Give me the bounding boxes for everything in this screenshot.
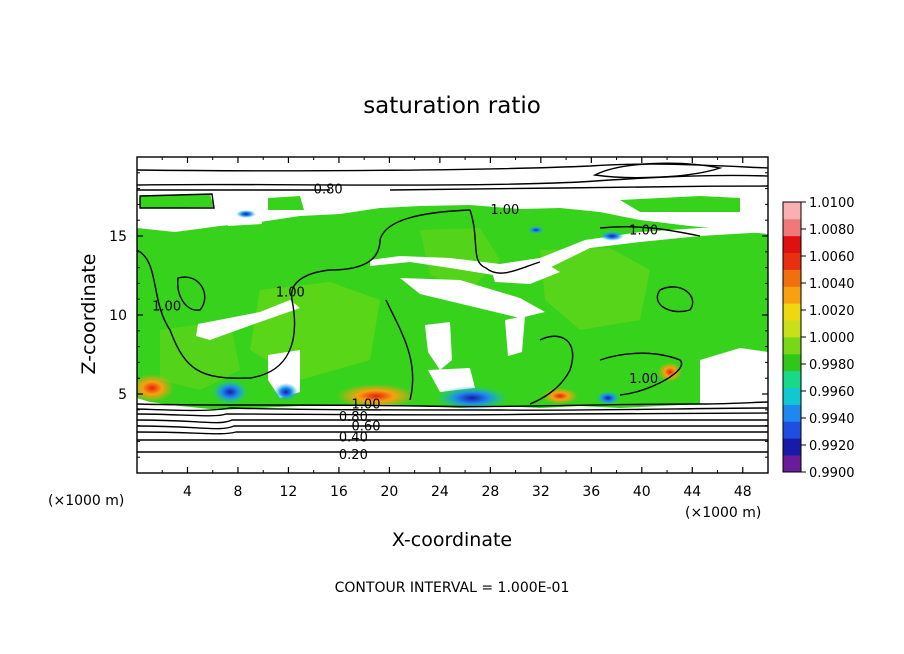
colorbar-tick-label: 0.9920 xyxy=(809,439,855,454)
contour-label: 1.00 xyxy=(629,372,658,387)
x-tick-label: 48 xyxy=(734,484,752,500)
colorbar-swatch xyxy=(783,235,801,254)
x-tick-label: 24 xyxy=(431,484,449,500)
x-tick-label: 12 xyxy=(280,484,298,500)
contour-label: 0.60 xyxy=(352,420,381,435)
colorbar-swatch xyxy=(783,370,801,389)
colorbar-swatch xyxy=(783,303,801,321)
plot-area xyxy=(137,157,768,473)
colorbar-swatch xyxy=(783,387,801,405)
colorbar-tick-label: 1.0080 xyxy=(809,223,855,238)
contour-line xyxy=(529,335,574,405)
x-tick-label: 20 xyxy=(380,484,398,500)
contour-line xyxy=(599,226,701,237)
chart-title: saturation ratio xyxy=(363,93,541,119)
colorbar-tick-label: 0.9900 xyxy=(809,466,855,481)
x-tick-label: 28 xyxy=(481,484,499,500)
y-tick-label: 15 xyxy=(109,229,127,245)
x-unit-label-right: (×1000 m) xyxy=(685,505,761,521)
contour-line xyxy=(137,185,768,191)
x-tick-label: 36 xyxy=(582,484,600,500)
colorbar-swatch xyxy=(783,337,801,355)
colorbar-tick-label: 0.9980 xyxy=(809,358,855,373)
contour-labels: 0.801.001.001.001.001.001.000.800.600.40… xyxy=(152,183,658,463)
x-axis: 4 8 12 16 20 24 28 32 36 40 44 48 xyxy=(161,157,752,500)
colorbar-swatch xyxy=(783,455,801,473)
colorbar-swatch xyxy=(783,404,801,422)
contour-line xyxy=(137,401,768,408)
colorbar-swatch xyxy=(783,421,801,439)
colorbar-tick-label: 0.9940 xyxy=(809,412,855,427)
colorbar-tick-label: 1.0020 xyxy=(809,304,855,319)
contour-label: 0.80 xyxy=(314,183,343,198)
x-tick-label: 44 xyxy=(683,484,701,500)
colorbar-tick-label: 1.0040 xyxy=(809,277,855,292)
y-axis: 5 10 15 xyxy=(109,172,768,458)
colorbar-tick-label: 0.9960 xyxy=(809,385,855,400)
colorbar-swatch xyxy=(783,320,801,338)
contour-label: 0.80 xyxy=(339,410,368,425)
contour-line xyxy=(592,162,723,179)
x-tick-label: 16 xyxy=(330,484,348,500)
contour-label: 1.00 xyxy=(490,203,519,218)
x-tick-label: 40 xyxy=(633,484,651,500)
contour-label: 1.00 xyxy=(629,224,658,239)
contour-line xyxy=(137,174,768,186)
x-tick-label: 32 xyxy=(532,484,550,500)
contour-line xyxy=(385,299,414,401)
colorbar-swatch xyxy=(783,252,801,270)
contour-line xyxy=(137,209,471,379)
contour-line xyxy=(656,286,694,313)
y-tick-label: 10 xyxy=(109,308,127,324)
colorbar: 1.0100 1.0080 1.0060 1.0040 1.0020 1.0000 0.99… xyxy=(782,196,855,481)
y-axis-title: Z-coordinate xyxy=(78,254,100,375)
contour-line xyxy=(599,352,683,396)
colorbar-swatch xyxy=(783,218,801,237)
subsaturated-region xyxy=(370,228,768,276)
colorbar-swatch xyxy=(783,269,801,287)
contour-line xyxy=(137,419,768,424)
contour-interval-note: CONTOUR INTERVAL = 1.000E-01 xyxy=(335,580,570,596)
x-axis-title: X-coordinate xyxy=(392,529,512,551)
contour-line xyxy=(137,431,768,435)
colorbar-swatch xyxy=(783,202,801,220)
colorbar-tick-label: 1.0100 xyxy=(809,196,855,211)
contour-label: 1.00 xyxy=(276,285,305,300)
colorbar-tick-label: 1.0000 xyxy=(809,331,855,346)
colorbar-swatch xyxy=(783,353,801,372)
contour-label: 0.40 xyxy=(339,431,368,446)
y-tick-label: 5 xyxy=(118,387,127,403)
contour-label: 1.00 xyxy=(152,300,181,315)
contour-label: 0.20 xyxy=(339,448,368,463)
x-tick-label: 8 xyxy=(233,484,242,500)
contour-line xyxy=(137,412,768,417)
colorbar-swatch xyxy=(783,286,801,304)
x-unit-label-left: (×1000 m) xyxy=(48,493,124,509)
contour-line xyxy=(137,407,768,412)
contour-line xyxy=(177,276,206,311)
contour-line xyxy=(137,425,768,430)
colorbar-tick-label: 1.0060 xyxy=(809,250,855,265)
contour-line xyxy=(469,209,541,274)
colorbar-swatch xyxy=(783,438,801,456)
x-tick-label: 4 xyxy=(183,484,192,500)
contour-label: 1.00 xyxy=(352,397,381,412)
